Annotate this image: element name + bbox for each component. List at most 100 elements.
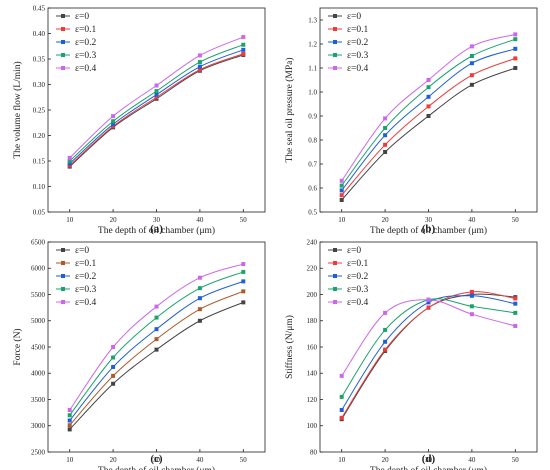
- data-point: [197, 67, 202, 72]
- data-point: [154, 89, 159, 94]
- data-point: [383, 347, 388, 352]
- legend-label: ε=0.4: [347, 64, 368, 74]
- data-point: [241, 269, 246, 274]
- data-point: [111, 119, 116, 124]
- x-tick-label: 10: [338, 216, 346, 224]
- data-point: [197, 64, 202, 69]
- y-tick-label: 180: [307, 317, 318, 325]
- y-tick-label: 0.40: [33, 30, 46, 38]
- data-point: [154, 92, 159, 97]
- x-tick-label: 20: [110, 456, 118, 464]
- data-point: [154, 315, 159, 320]
- legend-marker: [333, 40, 337, 44]
- series-line: [69, 290, 244, 426]
- y-tick-label: 0.10: [33, 183, 46, 191]
- data-point: [383, 339, 388, 344]
- data-point: [339, 394, 344, 399]
- data-point: [241, 47, 246, 52]
- data-point: [241, 262, 246, 267]
- x-tick-label: 20: [110, 216, 118, 224]
- y-tick-label: 6500: [31, 238, 46, 246]
- legend-marker: [333, 274, 337, 278]
- data-point: [339, 198, 344, 202]
- data-point: [67, 423, 72, 428]
- data-point: [469, 82, 474, 87]
- data-point: [241, 51, 246, 56]
- legend-marker: [61, 66, 65, 70]
- legend-marker: [333, 53, 337, 57]
- data-point: [197, 60, 202, 65]
- series-line: [341, 295, 516, 411]
- data-point: [426, 305, 431, 310]
- data-point: [67, 163, 72, 168]
- legend-marker: [333, 261, 337, 265]
- legend-marker: [333, 300, 337, 304]
- panel-label: (d): [422, 453, 436, 465]
- x-tick-label: 50: [512, 456, 520, 464]
- data-point: [111, 124, 116, 129]
- data-point: [513, 310, 518, 315]
- panel-label: (c): [150, 453, 163, 465]
- x-tick-label: 10: [338, 456, 346, 464]
- data-point: [426, 114, 431, 118]
- x-axis-label: The depth of oil chamber (μm): [98, 225, 215, 236]
- legend-label: ε=0: [347, 246, 361, 256]
- chart-panel-4: 80 100 120 140 160 180 200 220 240 10 20 30 40 50 The …: [284, 238, 538, 470]
- x-tick-label: 30: [425, 456, 433, 464]
- legend-marker: [333, 287, 337, 291]
- data-point: [513, 66, 518, 70]
- y-tick-label: 1.2: [308, 40, 317, 48]
- data-point: [383, 126, 388, 130]
- y-tick-label: 2500: [31, 448, 46, 456]
- y-axis-label: The seal oil pressure (MPa): [284, 58, 295, 163]
- legend-label: ε=0: [75, 12, 89, 22]
- data-point: [67, 418, 72, 423]
- x-tick-label: 20: [382, 456, 390, 464]
- data-point: [241, 300, 246, 305]
- y-tick-label: 1.3: [308, 16, 317, 24]
- y-tick-label: 3500: [31, 396, 46, 404]
- data-point: [339, 415, 344, 420]
- y-tick-label: 80: [310, 448, 318, 456]
- data-point: [67, 155, 72, 160]
- y-tick-label: 0.35: [33, 55, 46, 63]
- y-tick-label: 220: [307, 265, 318, 273]
- data-point: [339, 178, 344, 183]
- y-tick-label: 0.45: [33, 4, 46, 12]
- data-point: [513, 296, 518, 301]
- y-tick-label: 5000: [31, 317, 46, 325]
- legend-label: ε=0.3: [75, 285, 96, 295]
- series-line: [69, 301, 244, 430]
- data-point: [513, 32, 518, 37]
- data-point: [513, 324, 518, 328]
- data-point: [469, 44, 474, 49]
- x-tick-label: 40: [468, 456, 476, 464]
- y-tick-label: 0.6: [308, 184, 317, 192]
- data-point: [241, 289, 246, 294]
- data-point: [197, 286, 202, 291]
- y-tick-label: 240: [307, 238, 318, 246]
- y-tick-label: 1.0: [308, 88, 317, 96]
- y-tick-label: 100: [307, 422, 318, 430]
- y-tick-label: 0.05: [33, 208, 46, 216]
- data-point: [513, 46, 518, 51]
- x-tick-label: 10: [66, 456, 74, 464]
- legend-marker: [61, 274, 65, 278]
- data-point: [67, 408, 72, 412]
- data-point: [469, 312, 474, 317]
- data-point: [241, 35, 246, 40]
- y-tick-label: 5500: [31, 291, 46, 299]
- data-point: [469, 304, 474, 309]
- x-axis-label: The depth of oil chamber (μm): [98, 465, 215, 470]
- legend-marker: [61, 53, 65, 57]
- data-point: [513, 37, 518, 42]
- data-point: [111, 345, 116, 349]
- y-axis-label: Stiffness (N/μm): [284, 315, 295, 379]
- x-axis-label: The depth of oil chamber (μm): [370, 465, 487, 470]
- y-tick-label: 4000: [31, 370, 46, 378]
- legend-label: ε=0.2: [347, 272, 368, 282]
- data-point: [111, 364, 116, 369]
- data-point: [67, 159, 72, 163]
- legend-marker: [333, 14, 337, 18]
